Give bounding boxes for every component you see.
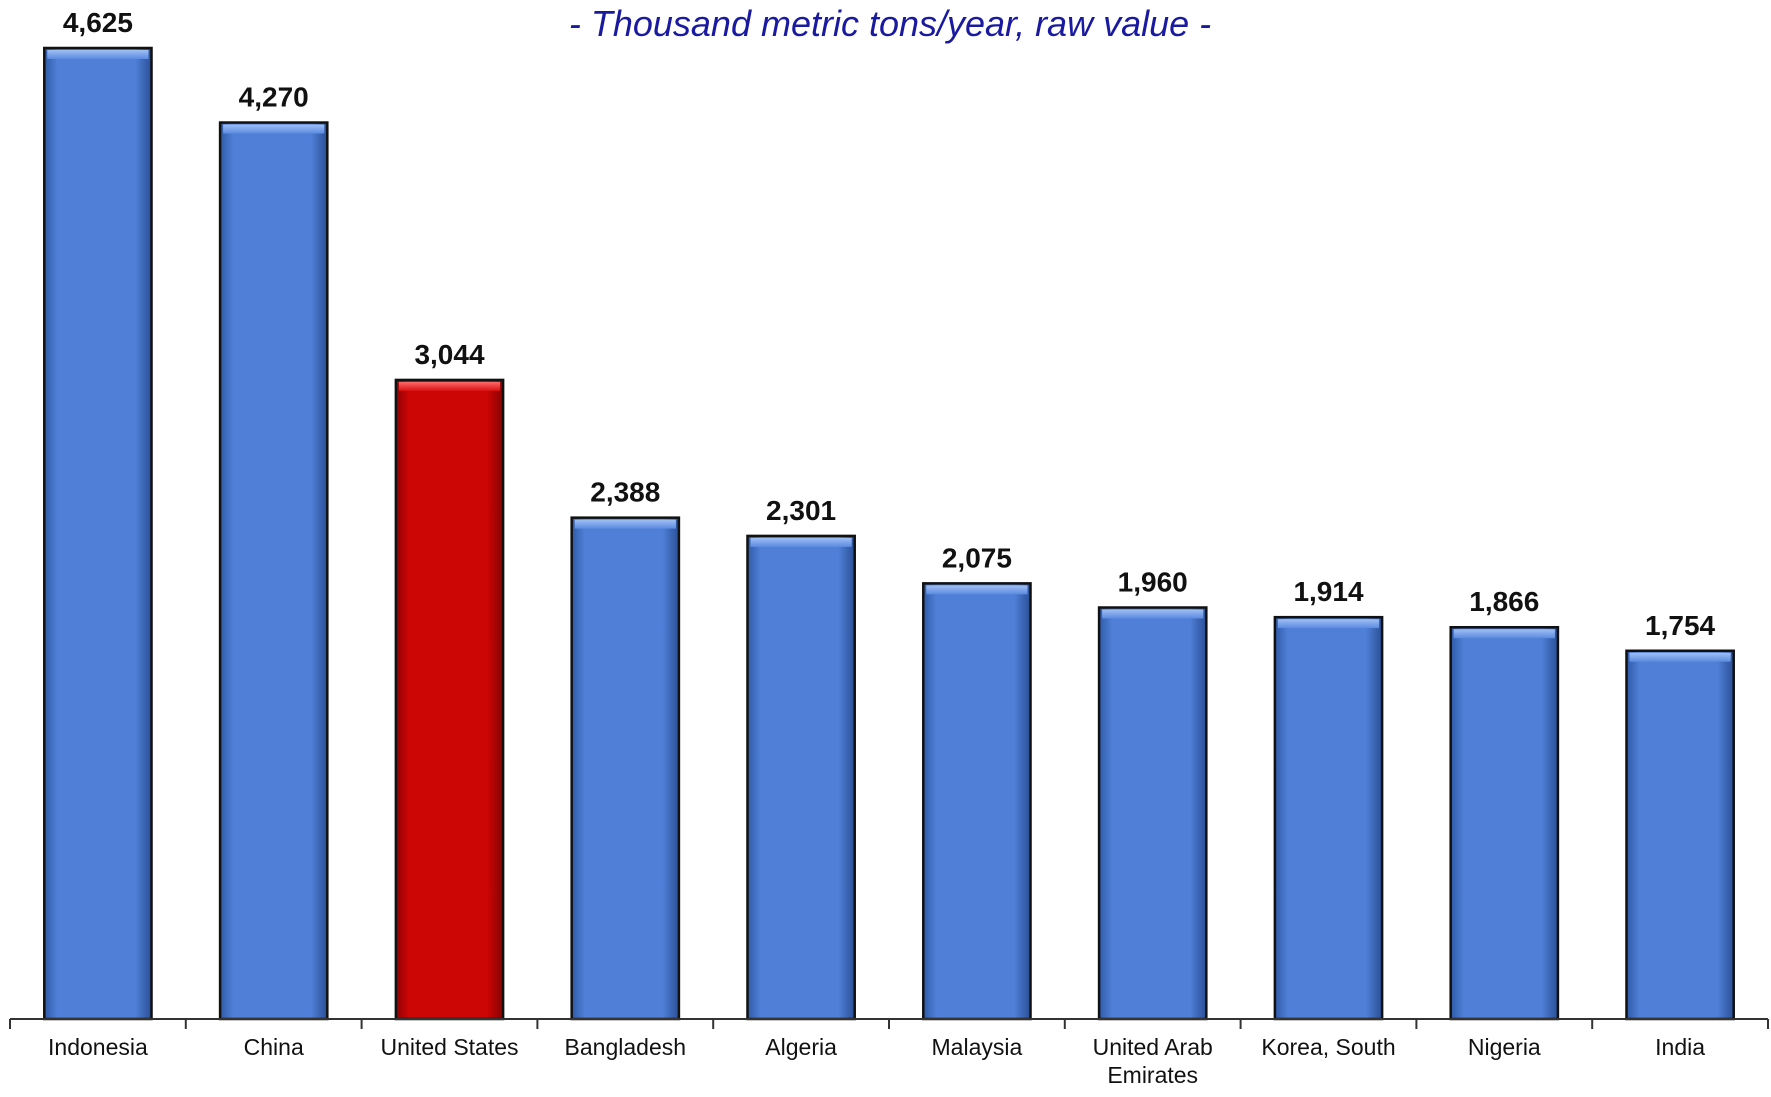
value-label-united-arab-emirates: 1,960 <box>1118 567 1188 598</box>
value-label-bangladesh: 2,388 <box>590 477 660 508</box>
bar-cap-algeria <box>750 537 852 547</box>
category-label-bangladesh: Bangladesh <box>565 1034 687 1060</box>
bar-korea-south <box>1273 615 1384 1021</box>
bar-cap-korea-south <box>1277 619 1380 629</box>
bars-layer <box>43 46 1735 1021</box>
category-label-indonesia: Indonesia <box>48 1034 148 1060</box>
category-label-korea-south: Korea, South <box>1261 1034 1395 1060</box>
bar-nigeria <box>1449 625 1560 1021</box>
category-label-united-arab-emirates: United Arab Emirates <box>1093 1034 1213 1088</box>
bar-cap-united-arab-emirates <box>1102 609 1204 619</box>
value-label-china: 4,270 <box>239 82 309 113</box>
category-label-malaysia: Malaysia <box>932 1034 1023 1060</box>
value-label-united-states: 3,044 <box>414 339 484 370</box>
bar-united-states <box>394 378 505 1021</box>
bar-algeria <box>746 534 856 1021</box>
value-label-india: 1,754 <box>1645 610 1715 641</box>
category-label-india: India <box>1655 1034 1705 1060</box>
value-label-nigeria: 1,866 <box>1469 586 1539 617</box>
value-label-malaysia: 2,075 <box>942 542 1012 573</box>
chart-subtitle: - Thousand metric tons/year, raw value - <box>569 3 1211 44</box>
bar-cap-indonesia <box>47 50 149 59</box>
bar-cap-china <box>223 124 325 134</box>
bar-united-arab-emirates <box>1097 606 1208 1021</box>
value-label-algeria: 2,301 <box>766 495 836 526</box>
bar-cap-india <box>1629 652 1731 662</box>
bar-cap-bangladesh <box>574 519 676 529</box>
x-axis-ticks <box>9 1019 1769 1029</box>
x-axis-category-labels: Indonesia China United States Bangladesh Alg… <box>48 1034 1705 1088</box>
bar-indonesia <box>43 46 153 1021</box>
category-label-china: China <box>244 1034 304 1060</box>
value-label-indonesia: 4,625 <box>63 7 133 38</box>
bar-malaysia <box>922 582 1032 1021</box>
bar-cap-nigeria <box>1453 629 1555 639</box>
bar-india <box>1625 649 1735 1021</box>
bar-bangladesh <box>570 516 681 1021</box>
bar-china <box>218 121 329 1021</box>
bar-cap-malaysia <box>926 585 1028 595</box>
value-labels-layer: 4,625 4,270 3,044 2,388 2,301 2,075 1,960 1,914… <box>63 7 1716 641</box>
category-label-united-states: United States <box>380 1034 518 1060</box>
bar-cap-united-states <box>398 381 501 391</box>
value-label-korea-south: 1,914 <box>1293 576 1363 607</box>
category-label-algeria: Algeria <box>765 1034 837 1060</box>
category-label-nigeria: Nigeria <box>1468 1034 1541 1060</box>
